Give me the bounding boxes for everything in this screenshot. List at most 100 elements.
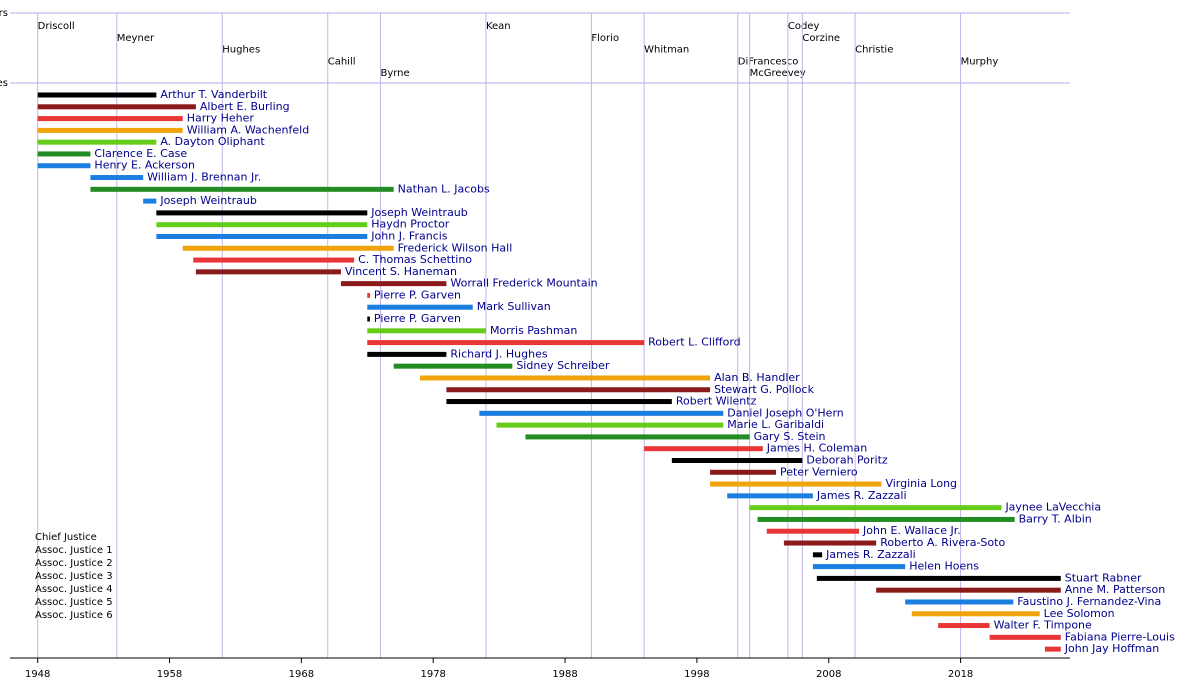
justice-name: A. Dayton Oliphant	[160, 135, 265, 148]
justice-name: Gary S. Stein	[754, 430, 826, 443]
governor-label: Codey	[788, 21, 820, 32]
legend-label: Chief Justice	[35, 532, 97, 543]
justice-name: Marie L. Garibaldi	[727, 418, 824, 431]
justice-name: Anne M. Patterson	[1065, 583, 1165, 596]
justice-name: James H. Coleman	[766, 442, 867, 455]
justice-name: Faustino J. Fernandez-Vina	[1017, 595, 1161, 608]
legend-label: Assoc. Justice 1	[35, 545, 113, 556]
justice-name: Sidney Schreiber	[516, 359, 610, 372]
tenure-bar	[710, 469, 776, 475]
x-tick-label: 1998	[684, 669, 709, 678]
tenure-bar	[37, 104, 196, 110]
governor-label: Byrne	[380, 68, 409, 79]
justice-name: Virginia Long	[885, 477, 957, 490]
justice-name: Daniel Joseph O'Hern	[727, 406, 844, 419]
justice-name: Roberto A. Rivera-Soto	[880, 536, 1005, 549]
tenure-bar	[446, 399, 672, 405]
tenure-bar	[37, 151, 91, 157]
tenure-bar	[37, 116, 183, 122]
tenure-bar	[644, 446, 763, 452]
justice-name: Helen Hoens	[909, 560, 979, 573]
tenure-bar	[195, 269, 341, 275]
justice-name: Pierre P. Garven	[374, 312, 461, 325]
tenure-bar	[749, 505, 1002, 511]
tenure-bar	[757, 516, 1015, 522]
tenure-bar	[496, 422, 724, 428]
justice-name: Robert L. Clifford	[648, 336, 741, 349]
tenure-bar	[446, 387, 711, 393]
tenure-bar	[367, 328, 486, 334]
tenure-bar	[938, 623, 990, 629]
tenure-bar	[420, 375, 711, 381]
tenure-bar	[393, 363, 513, 369]
justice-name: Alan B. Handler	[714, 371, 800, 384]
governor-label: Driscoll	[38, 21, 75, 32]
tenure-bar	[367, 316, 370, 322]
tenure-bar	[479, 410, 724, 416]
justice-name: Deborah Poritz	[806, 453, 888, 466]
tenure-bar	[193, 257, 355, 263]
tenure-bar	[905, 599, 1014, 605]
justice-name: Richard J. Hughes	[450, 347, 547, 360]
justice-name: Walter F. Timpone	[994, 619, 1092, 632]
justice-name: Stewart G. Pollock	[714, 383, 815, 396]
tenure-bar	[90, 175, 144, 181]
justice-name: Morris Pashman	[490, 324, 577, 337]
justice-name: James R. Zazzali	[816, 489, 907, 502]
justice-name: Robert Wilentz	[676, 395, 757, 408]
justice-name: Pierre P. Garven	[374, 288, 461, 301]
governor-label: Hughes	[222, 45, 260, 56]
row-title: Justices	[0, 78, 8, 89]
tenure-bar	[525, 434, 750, 440]
justice-name: Barry T. Albin	[1019, 512, 1092, 525]
tenure-bar	[671, 457, 803, 463]
justice-name: Frederick Wilson Hall	[398, 241, 513, 254]
legend-label: Assoc. Justice 6	[35, 610, 113, 621]
justice-name: Haydn Proctor	[371, 218, 450, 231]
tenure-bar	[367, 351, 447, 357]
x-tick-label: 1958	[157, 669, 182, 678]
legend-label: Assoc. Justice 4	[35, 584, 113, 595]
justice-name: C. Thomas Schettino	[358, 253, 472, 266]
justice-name: Arthur T. Vanderbilt	[160, 88, 267, 101]
justice-name: Worrall Frederick Mountain	[450, 277, 597, 290]
justice-name: Henry E. Ackerson	[94, 159, 195, 172]
tenure-bar	[37, 139, 157, 145]
justice-name: Joseph Weintraub	[159, 194, 256, 207]
tenure-bar	[37, 92, 157, 98]
x-tick-label: 1988	[552, 669, 577, 678]
tenure-bar	[37, 163, 91, 169]
justice-name: Nathan L. Jacobs	[398, 182, 490, 195]
governor-label: DiFrancesco	[738, 56, 799, 67]
tenure-bar	[710, 481, 882, 487]
justice-name: Peter Verniero	[780, 465, 858, 478]
justice-name: Stuart Rabner	[1065, 571, 1142, 584]
justice-name: John J. Francis	[370, 229, 448, 242]
governor-label: Florio	[591, 33, 619, 44]
governor-label: Christie	[855, 45, 893, 56]
justice-name: Albert E. Burling	[200, 100, 290, 113]
tenure-bar	[182, 245, 394, 251]
tenure-bar	[1044, 646, 1061, 652]
justice-name: Fabiana Pierre-Louis	[1065, 630, 1175, 643]
governor-label: Meyner	[117, 33, 155, 44]
governor-label: Whitman	[644, 45, 689, 56]
justice-name: William J. Brennan Jr.	[147, 171, 261, 184]
tenure-bar	[156, 222, 368, 228]
justice-name: John Jay Hoffman	[1064, 642, 1159, 655]
tenure-bar	[727, 493, 813, 499]
tenure-bar	[766, 528, 860, 534]
justice-name: Mark Sullivan	[477, 300, 551, 313]
tenure-bar	[783, 540, 877, 546]
justice-name: John E. Wallace Jr.	[862, 524, 961, 537]
tenure-bar	[143, 198, 157, 204]
justice-name: Jaynee LaVecchia	[1004, 501, 1101, 514]
legend-label: Assoc. Justice 3	[35, 571, 113, 582]
governor-label: Kean	[486, 21, 511, 32]
tenure-bar	[812, 552, 823, 558]
x-tick-label: 1978	[420, 669, 445, 678]
governor-label: McGreevey	[750, 68, 806, 79]
x-tick-label: 1968	[289, 669, 314, 678]
tenure-bar	[911, 611, 1040, 617]
